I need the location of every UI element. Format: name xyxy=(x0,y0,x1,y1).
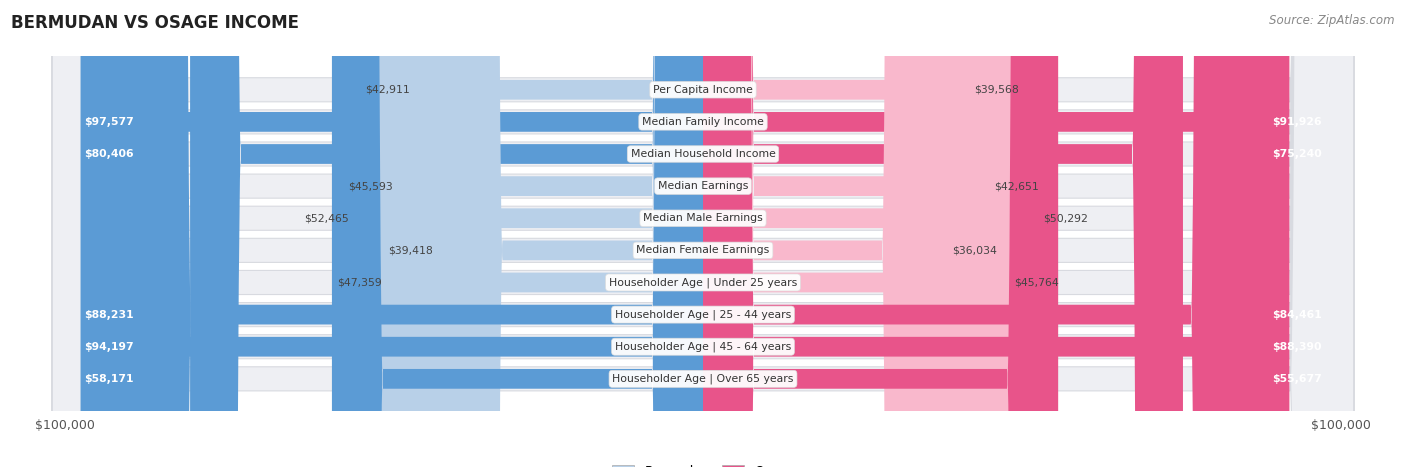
Text: $94,197: $94,197 xyxy=(84,342,134,352)
FancyBboxPatch shape xyxy=(52,0,1354,467)
FancyBboxPatch shape xyxy=(141,0,703,467)
FancyBboxPatch shape xyxy=(703,0,956,467)
FancyBboxPatch shape xyxy=(332,0,703,467)
FancyBboxPatch shape xyxy=(703,0,1182,467)
FancyBboxPatch shape xyxy=(703,0,932,467)
Text: $58,171: $58,171 xyxy=(84,374,134,384)
Text: Householder Age | Under 25 years: Householder Age | Under 25 years xyxy=(609,277,797,288)
Text: $88,231: $88,231 xyxy=(84,310,134,319)
FancyBboxPatch shape xyxy=(103,0,703,467)
FancyBboxPatch shape xyxy=(401,0,703,467)
Text: BERMUDAN VS OSAGE INCOME: BERMUDAN VS OSAGE INCOME xyxy=(11,14,299,32)
FancyBboxPatch shape xyxy=(703,0,995,467)
FancyBboxPatch shape xyxy=(190,0,703,467)
FancyBboxPatch shape xyxy=(412,0,703,467)
FancyBboxPatch shape xyxy=(451,0,703,467)
Text: $50,292: $50,292 xyxy=(1043,213,1088,223)
FancyBboxPatch shape xyxy=(703,0,1267,467)
Text: $47,359: $47,359 xyxy=(337,277,382,288)
Text: Householder Age | 45 - 64 years: Householder Age | 45 - 64 years xyxy=(614,341,792,352)
FancyBboxPatch shape xyxy=(703,0,1024,467)
Text: Source: ZipAtlas.com: Source: ZipAtlas.com xyxy=(1270,14,1395,27)
Text: $52,465: $52,465 xyxy=(305,213,349,223)
Text: $55,677: $55,677 xyxy=(1272,374,1322,384)
Text: Householder Age | Over 65 years: Householder Age | Over 65 years xyxy=(612,374,794,384)
Text: $36,034: $36,034 xyxy=(952,245,997,255)
Text: Median Female Earnings: Median Female Earnings xyxy=(637,245,769,255)
Text: Householder Age | 25 - 44 years: Householder Age | 25 - 44 years xyxy=(614,309,792,320)
Text: $80,406: $80,406 xyxy=(84,149,134,159)
FancyBboxPatch shape xyxy=(80,0,703,467)
Text: Median Earnings: Median Earnings xyxy=(658,181,748,191)
Text: $42,911: $42,911 xyxy=(366,85,411,95)
Text: $84,461: $84,461 xyxy=(1272,310,1322,319)
Text: $39,568: $39,568 xyxy=(974,85,1019,95)
FancyBboxPatch shape xyxy=(368,0,703,467)
FancyBboxPatch shape xyxy=(52,0,1354,467)
FancyBboxPatch shape xyxy=(52,0,1354,467)
FancyBboxPatch shape xyxy=(52,0,1354,467)
Text: $88,390: $88,390 xyxy=(1272,342,1322,352)
FancyBboxPatch shape xyxy=(703,0,976,467)
Legend: Bermudan, Osage: Bermudan, Osage xyxy=(607,460,799,467)
FancyBboxPatch shape xyxy=(52,0,1354,467)
FancyBboxPatch shape xyxy=(703,0,1289,467)
FancyBboxPatch shape xyxy=(52,0,1354,467)
Text: $45,764: $45,764 xyxy=(1014,277,1059,288)
Text: $97,577: $97,577 xyxy=(84,117,134,127)
FancyBboxPatch shape xyxy=(703,0,1059,467)
FancyBboxPatch shape xyxy=(429,0,703,467)
Text: $75,240: $75,240 xyxy=(1272,149,1322,159)
Text: Median Family Income: Median Family Income xyxy=(643,117,763,127)
FancyBboxPatch shape xyxy=(52,0,1354,467)
Text: Median Household Income: Median Household Income xyxy=(630,149,776,159)
FancyBboxPatch shape xyxy=(703,0,1241,467)
Text: $39,418: $39,418 xyxy=(388,245,433,255)
FancyBboxPatch shape xyxy=(52,0,1354,467)
Text: $42,651: $42,651 xyxy=(994,181,1039,191)
FancyBboxPatch shape xyxy=(52,0,1354,467)
Text: $91,926: $91,926 xyxy=(1272,117,1322,127)
Text: Median Male Earnings: Median Male Earnings xyxy=(643,213,763,223)
Text: $45,593: $45,593 xyxy=(349,181,394,191)
Text: Per Capita Income: Per Capita Income xyxy=(652,85,754,95)
FancyBboxPatch shape xyxy=(52,0,1354,467)
